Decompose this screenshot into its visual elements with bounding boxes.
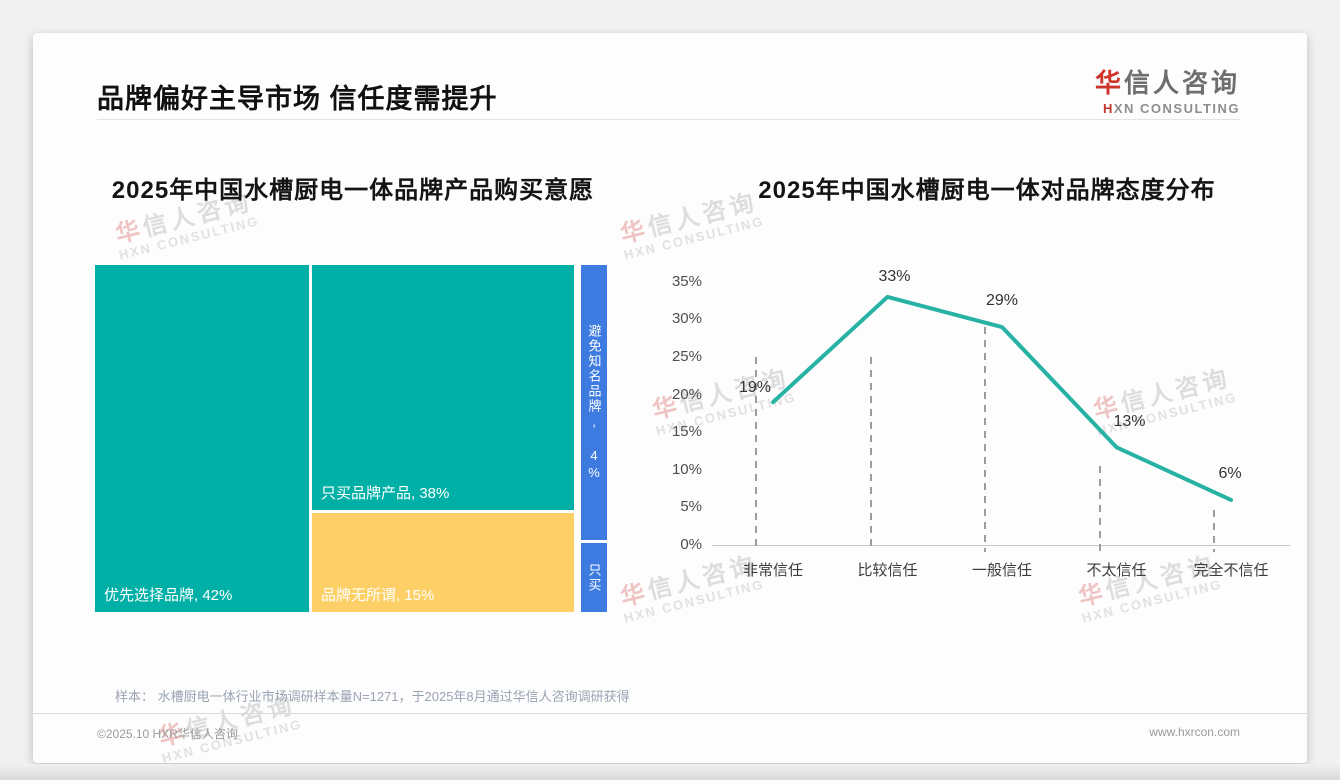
x-axis-category-label: 完全不信任 xyxy=(1193,562,1269,579)
x-axis-category-label: 比较信任 xyxy=(857,562,918,579)
category-dropline xyxy=(869,357,872,552)
category-dropline xyxy=(1098,466,1101,552)
treemap-chart: 优先选择品牌, 42% 只买品牌产品, 38% 品牌无所谓, 15% 避免知名品牌, … xyxy=(95,265,607,612)
y-axis-tick-label: 5% xyxy=(680,498,702,516)
line-chart: 0% 5% 10% 15% 20% 25% 30% 35% 非常信任 比较信任 一般信任 不太信任 完全… xyxy=(650,260,1307,590)
logo-english-text: HXN CONSULTING xyxy=(1095,101,1240,116)
category-dropline xyxy=(755,357,757,552)
sample-note: 样本： 水槽厨电一体行业市场调研样本量N=1271，于2025年8月通过华信人咨… xyxy=(115,689,630,704)
treemap-cell-label: 优先选择品牌, 42% xyxy=(104,587,233,604)
watermark-line2: HXN CONSULTING xyxy=(622,213,766,263)
y-axis-tick-label: 30% xyxy=(671,310,702,328)
data-point-label: 29% xyxy=(985,292,1019,309)
treemap-cell-label: 只买品牌产品, 38% xyxy=(321,485,450,502)
logo-en-rest: XN CONSULTING xyxy=(1113,101,1240,116)
category-dropline xyxy=(1213,509,1215,552)
logo-en-accent: H xyxy=(1102,101,1114,116)
treemap-cell-4: 只买 xyxy=(581,543,607,612)
watermark-accent: 华 xyxy=(617,578,652,612)
treemap-cell-1: 只买品牌产品, 38% xyxy=(312,265,574,510)
treemap-cell-label: 品牌无所谓, 15% xyxy=(321,587,435,604)
website-text: www.hxrcon.com xyxy=(1149,725,1240,739)
slide: 华信人咨询 HXN CONSULTING 华信人咨询 HXN CONSULTING 华信… xyxy=(33,33,1307,763)
x-axis-category-label: 不太信任 xyxy=(1086,562,1147,579)
y-axis-tick-label: 20% xyxy=(671,385,702,403)
title-divider xyxy=(97,119,1240,120)
y-axis-tick-label: 0% xyxy=(680,536,702,553)
y-axis-tick-label: 15% xyxy=(671,423,702,441)
copyright-text: ©2025.10 HXR华信人咨询 xyxy=(97,727,238,741)
watermark-accent: 华 xyxy=(617,215,652,249)
line-path xyxy=(771,294,1233,502)
y-axis-tick-label: 10% xyxy=(671,460,702,478)
watermark-line2: HXN CONSULTING xyxy=(117,213,261,263)
y-axis-tick-label: 35% xyxy=(671,272,702,290)
trust-line-series xyxy=(771,294,1233,502)
data-point-label: 6% xyxy=(1218,464,1242,482)
logo-rest-chars: 信人咨询 xyxy=(1123,68,1240,98)
slide-title: 品牌偏好主导市场 信任度需提升 xyxy=(97,84,498,114)
data-point-label: 19% xyxy=(738,379,772,397)
company-logo: 华信人咨询 HXN CONSULTING xyxy=(1095,63,1240,116)
data-point-label: 33% xyxy=(878,267,911,285)
treemap-cell-label: 避免知名品牌, 4% xyxy=(586,323,602,482)
x-axis-category-label: 非常信任 xyxy=(742,562,803,579)
x-axis-category-label: 一般信任 xyxy=(971,562,1032,579)
treemap-cell-3: 避免知名品牌, 4% xyxy=(581,265,607,540)
logo-chinese-text: 华信人咨询 xyxy=(1095,63,1240,100)
watermark-accent: 华 xyxy=(112,215,147,249)
logo-accent-char: 华 xyxy=(1094,68,1124,98)
treemap-cell-label: 只买 xyxy=(586,562,602,593)
data-point-label: 13% xyxy=(1113,413,1146,431)
line-chart-title: 2025年中国水槽厨电一体对品牌态度分布 xyxy=(758,177,1216,204)
treemap-cell-0: 优先选择品牌, 42% xyxy=(95,265,309,612)
treemap-cell-2: 品牌无所谓, 15% xyxy=(312,513,574,612)
x-axis-line xyxy=(712,545,1290,546)
footer-divider xyxy=(33,713,1307,714)
treemap-title: 2025年中国水槽厨电一体品牌产品购买意愿 xyxy=(111,177,595,204)
y-axis-tick-label: 25% xyxy=(671,348,702,366)
category-dropline xyxy=(984,327,986,552)
